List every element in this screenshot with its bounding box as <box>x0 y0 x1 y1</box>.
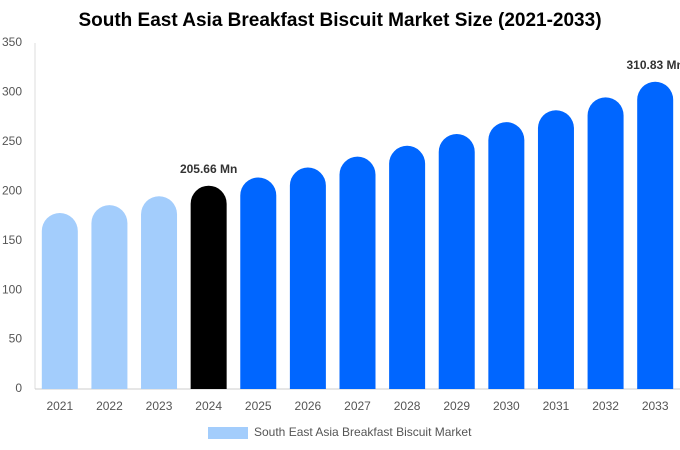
y-tick-label: 150 <box>2 233 22 247</box>
bar <box>141 196 178 389</box>
legend-label: South East Asia Breakfast Biscuit Market <box>254 425 472 439</box>
chart-title: South East Asia Breakfast Biscuit Market… <box>78 10 601 31</box>
bar <box>488 122 525 389</box>
x-tick-label: 2033 <box>642 399 669 413</box>
x-tick-label: 2031 <box>543 399 570 413</box>
y-tick-label: 50 <box>9 332 23 346</box>
x-tick-label: 2028 <box>394 399 421 413</box>
bar <box>438 133 475 389</box>
x-tick-label: 2021 <box>46 399 73 413</box>
y-tick-label: 200 <box>2 183 22 197</box>
x-tick-label: 2025 <box>245 399 272 413</box>
y-tick-label: 250 <box>2 134 22 148</box>
x-tick-label: 2024 <box>195 399 222 413</box>
bar <box>389 145 426 389</box>
bar <box>240 177 277 389</box>
x-tick-label: 2026 <box>295 399 322 413</box>
x-tick-label: 2027 <box>344 399 371 413</box>
x-tick-label: 2030 <box>493 399 520 413</box>
y-tick-label: 300 <box>2 85 22 99</box>
bar <box>91 205 128 389</box>
y-tick-label: 0 <box>15 381 22 395</box>
value-label: 205.66 Mn <box>180 162 237 176</box>
x-tick-label: 2029 <box>443 399 470 413</box>
bar <box>339 156 376 389</box>
bar <box>190 185 227 389</box>
x-tick-label: 2023 <box>146 399 173 413</box>
legend-swatch <box>208 427 248 439</box>
x-tick-label: 2032 <box>592 399 619 413</box>
bar <box>41 213 78 389</box>
y-tick-label: 100 <box>2 282 22 296</box>
x-tick-label: 2022 <box>96 399 123 413</box>
bar <box>637 81 674 389</box>
bar <box>537 110 574 390</box>
bar <box>289 167 326 389</box>
value-label: 310.83 Mn <box>627 58 680 72</box>
y-tick-label: 350 <box>2 35 22 49</box>
bar <box>587 97 624 389</box>
